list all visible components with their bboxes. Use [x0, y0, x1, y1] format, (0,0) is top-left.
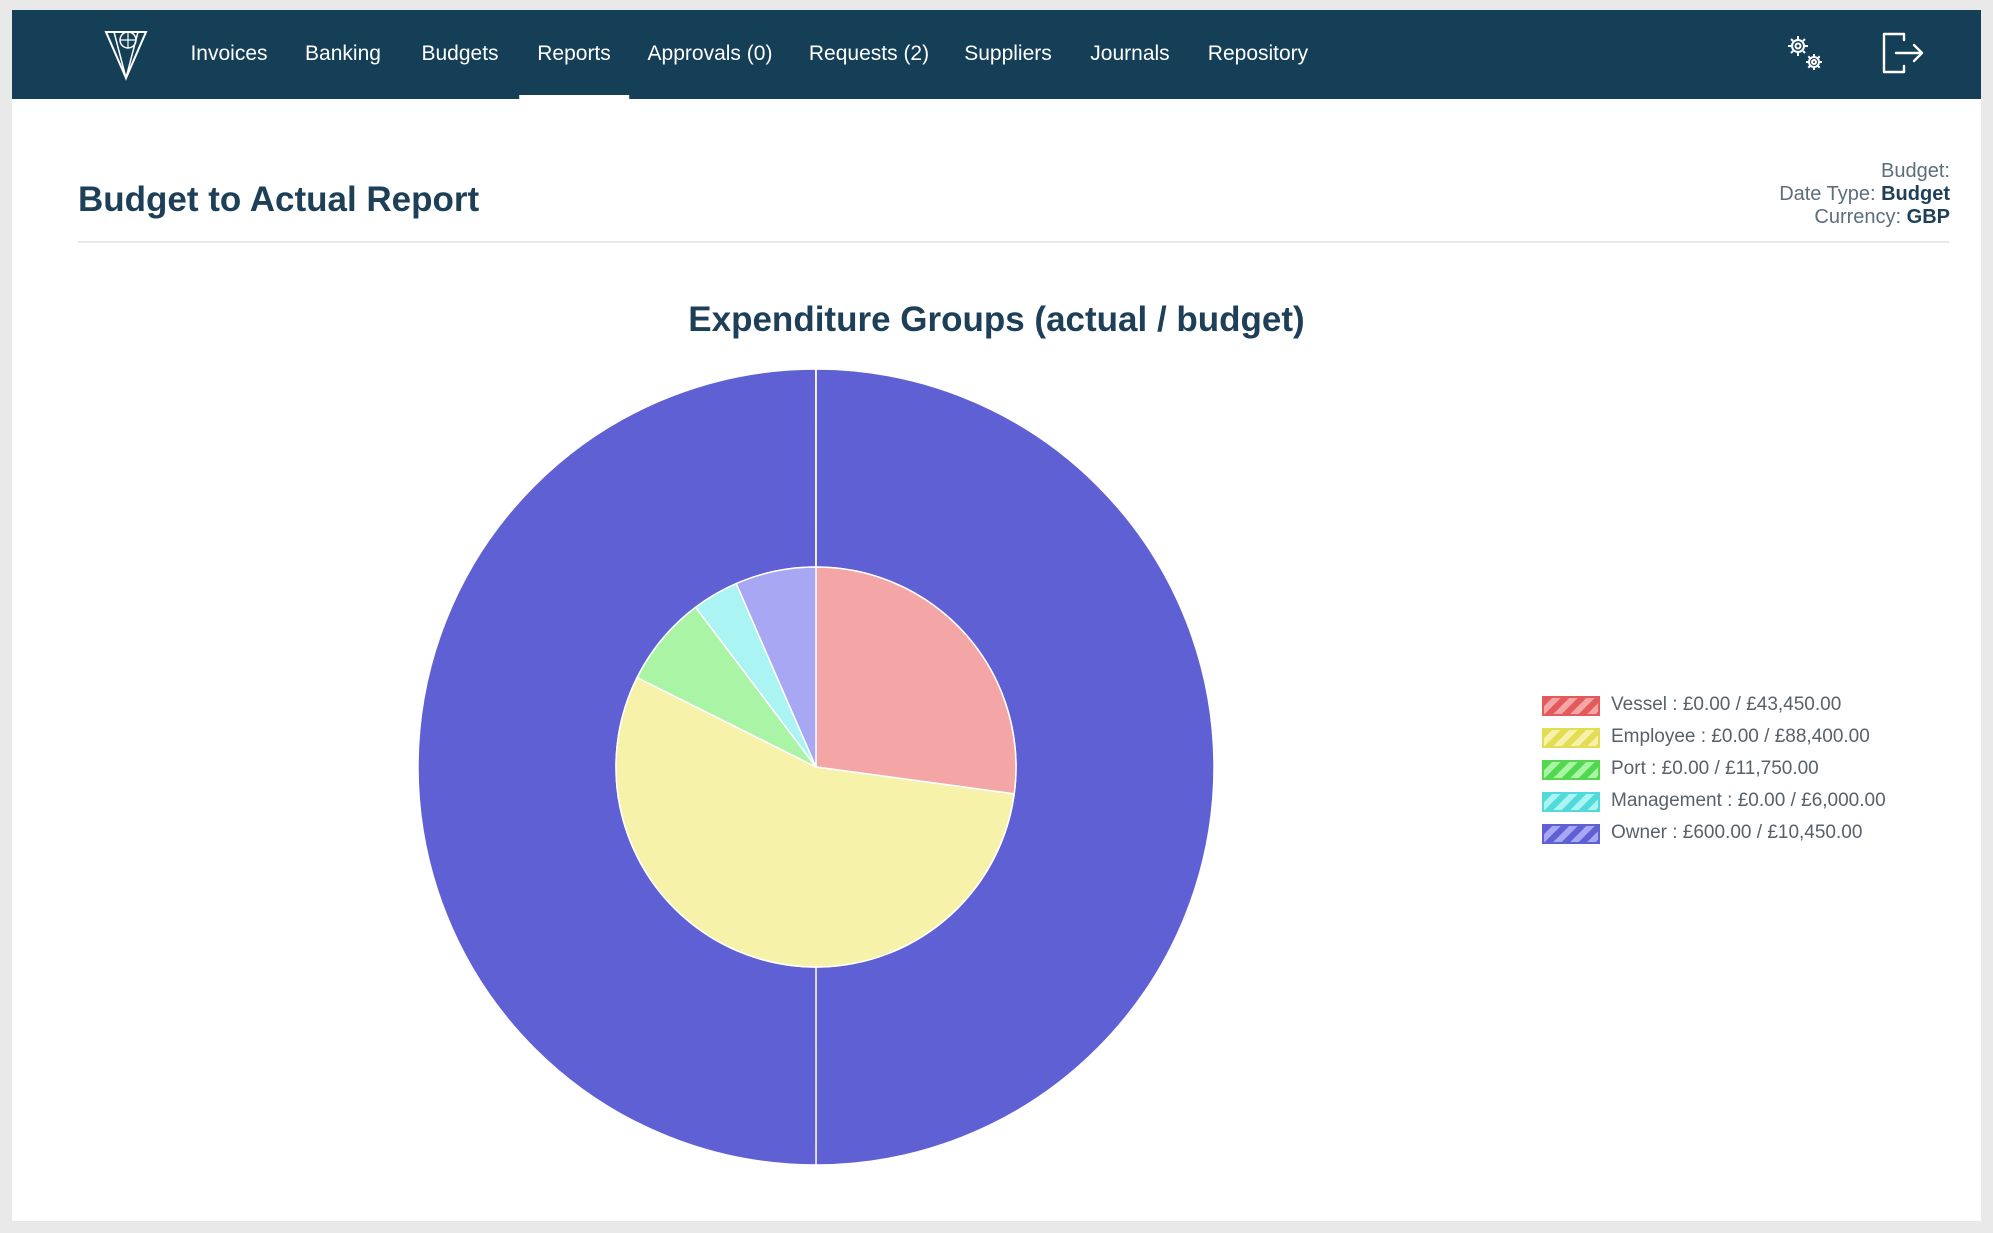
legend-swatch-port: [1542, 760, 1600, 780]
legend-label-vessel: Vessel : £0.00 / £43,450.00: [1611, 694, 1842, 715]
meta-budget: Budget:: [1779, 160, 1950, 183]
legend-label-owner: Owner : £600.00 / £10,450.00: [1611, 822, 1863, 843]
nav-item-invoices[interactable]: Invoices: [190, 42, 268, 65]
settings-gears-icon[interactable]: [1782, 30, 1830, 78]
page-title: Budget to Actual Report: [78, 180, 480, 219]
meta-currency: Currency: GBP: [1779, 206, 1950, 229]
budget-slice-vessel[interactable]: [815, 566, 1017, 795]
legend-label-port: Port : £0.00 / £11,750.00: [1611, 758, 1819, 779]
nav-item-reports[interactable]: Reports: [519, 10, 629, 99]
nav-item-budgets[interactable]: Budgets: [421, 42, 499, 65]
brand-logo[interactable]: [104, 26, 148, 82]
meta-date-type: Date Type: Budget: [1779, 183, 1950, 206]
nav-item-requests[interactable]: Requests (2): [808, 42, 930, 65]
legend-label-management: Management : £0.00 / £6,000.00: [1611, 790, 1886, 811]
budget-slice-employee[interactable]: [615, 676, 1016, 968]
meta-date-type-value: Budget: [1881, 183, 1950, 205]
legend-label-employee: Employee : £0.00 / £88,400.00: [1611, 726, 1870, 747]
top-navbar: Invoices Banking Budgets Reports Approva…: [12, 10, 1981, 99]
chart-title: Expenditure Groups (actual / budget): [688, 300, 1305, 339]
nav-item-journals[interactable]: Journals: [1090, 42, 1170, 65]
legend-swatch-vessel: [1542, 696, 1600, 716]
nav-item-repository[interactable]: Repository: [1207, 42, 1309, 65]
nav-item-approvals[interactable]: Approvals (0): [647, 42, 773, 65]
meta-currency-label: Currency:: [1814, 206, 1902, 228]
nav-item-banking[interactable]: Banking: [305, 42, 381, 65]
meta-currency-value: GBP: [1906, 206, 1950, 228]
meta-budget-label: Budget:: [1881, 160, 1950, 182]
legend-swatch-management: [1542, 792, 1600, 812]
expenditure-pie-chart: [417, 368, 1215, 1166]
legend-swatch-owner: [1542, 824, 1600, 844]
legend-swatch-employee: [1542, 728, 1600, 748]
app-window: Invoices Banking Budgets Reports Approva…: [12, 10, 1981, 1221]
meta-date-type-label: Date Type:: [1779, 183, 1876, 205]
logout-icon[interactable]: [1878, 28, 1928, 78]
header-divider: [78, 241, 1949, 243]
report-meta: Budget: Date Type: Budget Currency: GBP: [1779, 160, 1950, 229]
nav-item-suppliers[interactable]: Suppliers: [964, 42, 1052, 65]
